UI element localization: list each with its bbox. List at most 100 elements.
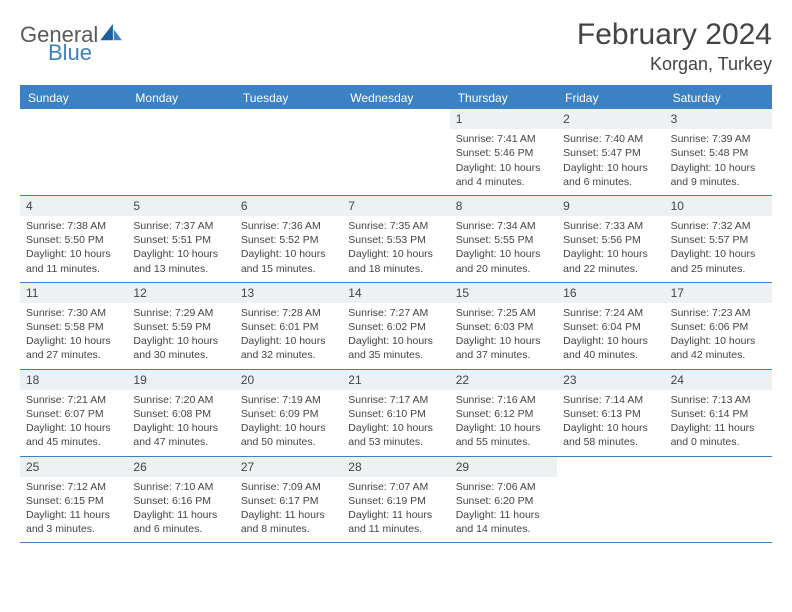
weekday-header-friday: Friday — [557, 87, 664, 109]
sunset-text: Sunset: 6:13 PM — [563, 407, 658, 421]
sunset-text: Sunset: 5:55 PM — [456, 233, 551, 247]
day-cell: 27Sunrise: 7:09 AMSunset: 6:17 PMDayligh… — [235, 457, 342, 543]
sunset-text: Sunset: 6:06 PM — [671, 320, 766, 334]
day-number: 8 — [450, 196, 557, 216]
day-cell: 6 Sunrise: 7:36 AMSunset: 5:52 PMDaylight… — [235, 196, 342, 282]
sunrise-text: Sunrise: 7:38 AM — [26, 219, 121, 233]
sunrise-text: Sunrise: 7:33 AM — [563, 219, 658, 233]
day-cell: 16Sunrise: 7:24 AMSunset: 6:04 PMDayligh… — [557, 283, 664, 369]
empty-cell — [557, 457, 664, 543]
sunset-text: Sunset: 6:03 PM — [456, 320, 551, 334]
week-row: 4Sunrise: 7:38 AMSunset: 5:50 PMDaylight… — [20, 196, 772, 283]
daylight-text: Daylight: 10 hours and 25 minutes. — [671, 247, 766, 275]
sunrise-text: Sunrise: 7:21 AM — [26, 393, 121, 407]
sunset-text: Sunset: 6:14 PM — [671, 407, 766, 421]
sunrise-text: Sunrise: 7:30 AM — [26, 306, 121, 320]
weekday-header-thursday: Thursday — [450, 87, 557, 109]
daylight-text: Daylight: 10 hours and 27 minutes. — [26, 334, 121, 362]
sunrise-text: Sunrise: 7:23 AM — [671, 306, 766, 320]
day-cell: 4 Sunrise: 7:38 AMSunset: 5:50 PMDaylight… — [20, 196, 127, 282]
day-cell: 18Sunrise: 7:21 AMSunset: 6:07 PMDayligh… — [20, 370, 127, 456]
weekday-header-row: SundayMondayTuesdayWednesdayThursdayFrid… — [20, 87, 772, 109]
daylight-text: Daylight: 10 hours and 40 minutes. — [563, 334, 658, 362]
sunrise-text: Sunrise: 7:34 AM — [456, 219, 551, 233]
sunset-text: Sunset: 6:20 PM — [456, 494, 551, 508]
day-cell: 15Sunrise: 7:25 AMSunset: 6:03 PMDayligh… — [450, 283, 557, 369]
sunset-text: Sunset: 6:08 PM — [133, 407, 228, 421]
sunrise-text: Sunrise: 7:17 AM — [348, 393, 443, 407]
week-row: 1Sunrise: 7:41 AMSunset: 5:46 PMDaylight… — [20, 109, 772, 196]
day-number: 5 — [127, 196, 234, 216]
daylight-text: Daylight: 10 hours and 55 minutes. — [456, 421, 551, 449]
weekday-header-tuesday: Tuesday — [235, 87, 342, 109]
day-number: 27 — [235, 457, 342, 477]
day-cell: 13Sunrise: 7:28 AMSunset: 6:01 PMDayligh… — [235, 283, 342, 369]
daylight-text: Daylight: 10 hours and 15 minutes. — [241, 247, 336, 275]
weekday-header-saturday: Saturday — [665, 87, 772, 109]
sunset-text: Sunset: 5:53 PM — [348, 233, 443, 247]
day-number: 6 — [235, 196, 342, 216]
daylight-text: Daylight: 10 hours and 18 minutes. — [348, 247, 443, 275]
daylight-text: Daylight: 10 hours and 47 minutes. — [133, 421, 228, 449]
sunrise-text: Sunrise: 7:06 AM — [456, 480, 551, 494]
day-cell: 9Sunrise: 7:33 AMSunset: 5:56 PMDaylight… — [557, 196, 664, 282]
sunset-text: Sunset: 5:51 PM — [133, 233, 228, 247]
sunset-text: Sunset: 5:56 PM — [563, 233, 658, 247]
day-number: 21 — [342, 370, 449, 390]
sunset-text: Sunset: 5:50 PM — [26, 233, 121, 247]
sunset-text: Sunset: 6:09 PM — [241, 407, 336, 421]
day-number: 11 — [20, 283, 127, 303]
daylight-text: Daylight: 10 hours and 22 minutes. — [563, 247, 658, 275]
day-cell: 12Sunrise: 7:29 AMSunset: 5:59 PMDayligh… — [127, 283, 234, 369]
sunrise-text: Sunrise: 7:24 AM — [563, 306, 658, 320]
day-number: 14 — [342, 283, 449, 303]
daylight-text: Daylight: 10 hours and 45 minutes. — [26, 421, 121, 449]
day-cell: 20Sunrise: 7:19 AMSunset: 6:09 PMDayligh… — [235, 370, 342, 456]
sunrise-text: Sunrise: 7:36 AM — [241, 219, 336, 233]
sunset-text: Sunset: 6:02 PM — [348, 320, 443, 334]
sunset-text: Sunset: 5:48 PM — [671, 146, 766, 160]
day-cell: 25Sunrise: 7:12 AMSunset: 6:15 PMDayligh… — [20, 457, 127, 543]
weekday-header-sunday: Sunday — [20, 87, 127, 109]
sunrise-text: Sunrise: 7:37 AM — [133, 219, 228, 233]
day-number: 29 — [450, 457, 557, 477]
sunset-text: Sunset: 6:04 PM — [563, 320, 658, 334]
day-number: 22 — [450, 370, 557, 390]
day-number: 28 — [342, 457, 449, 477]
sunrise-text: Sunrise: 7:20 AM — [133, 393, 228, 407]
sunrise-text: Sunrise: 7:13 AM — [671, 393, 766, 407]
calendar-grid: SundayMondayTuesdayWednesdayThursdayFrid… — [20, 85, 772, 543]
daylight-text: Daylight: 11 hours and 14 minutes. — [456, 508, 551, 536]
empty-cell — [127, 109, 234, 195]
day-number: 10 — [665, 196, 772, 216]
daylight-text: Daylight: 10 hours and 37 minutes. — [456, 334, 551, 362]
page-title: February 2024 — [577, 18, 772, 52]
daylight-text: Daylight: 11 hours and 11 minutes. — [348, 508, 443, 536]
sunset-text: Sunset: 6:12 PM — [456, 407, 551, 421]
day-cell: 23Sunrise: 7:14 AMSunset: 6:13 PMDayligh… — [557, 370, 664, 456]
day-number: 20 — [235, 370, 342, 390]
sunrise-text: Sunrise: 7:27 AM — [348, 306, 443, 320]
sunrise-text: Sunrise: 7:19 AM — [241, 393, 336, 407]
daylight-text: Daylight: 10 hours and 53 minutes. — [348, 421, 443, 449]
day-cell: 24Sunrise: 7:13 AMSunset: 6:14 PMDayligh… — [665, 370, 772, 456]
sunset-text: Sunset: 6:10 PM — [348, 407, 443, 421]
daylight-text: Daylight: 10 hours and 11 minutes. — [26, 247, 121, 275]
sunset-text: Sunset: 5:57 PM — [671, 233, 766, 247]
day-cell: 26Sunrise: 7:10 AMSunset: 6:16 PMDayligh… — [127, 457, 234, 543]
day-cell: 19Sunrise: 7:20 AMSunset: 6:08 PMDayligh… — [127, 370, 234, 456]
day-cell: 14Sunrise: 7:27 AMSunset: 6:02 PMDayligh… — [342, 283, 449, 369]
sunset-text: Sunset: 5:47 PM — [563, 146, 658, 160]
sunrise-text: Sunrise: 7:29 AM — [133, 306, 228, 320]
sunset-text: Sunset: 5:52 PM — [241, 233, 336, 247]
weekday-header-monday: Monday — [127, 87, 234, 109]
page-header: GeneralBlue February 2024 Korgan, Turkey — [20, 18, 772, 75]
day-cell: 17Sunrise: 7:23 AMSunset: 6:06 PMDayligh… — [665, 283, 772, 369]
daylight-text: Daylight: 10 hours and 58 minutes. — [563, 421, 658, 449]
day-number: 4 — [20, 196, 127, 216]
sunrise-text: Sunrise: 7:39 AM — [671, 132, 766, 146]
sunrise-text: Sunrise: 7:10 AM — [133, 480, 228, 494]
day-number: 12 — [127, 283, 234, 303]
daylight-text: Daylight: 10 hours and 30 minutes. — [133, 334, 228, 362]
sunrise-text: Sunrise: 7:35 AM — [348, 219, 443, 233]
